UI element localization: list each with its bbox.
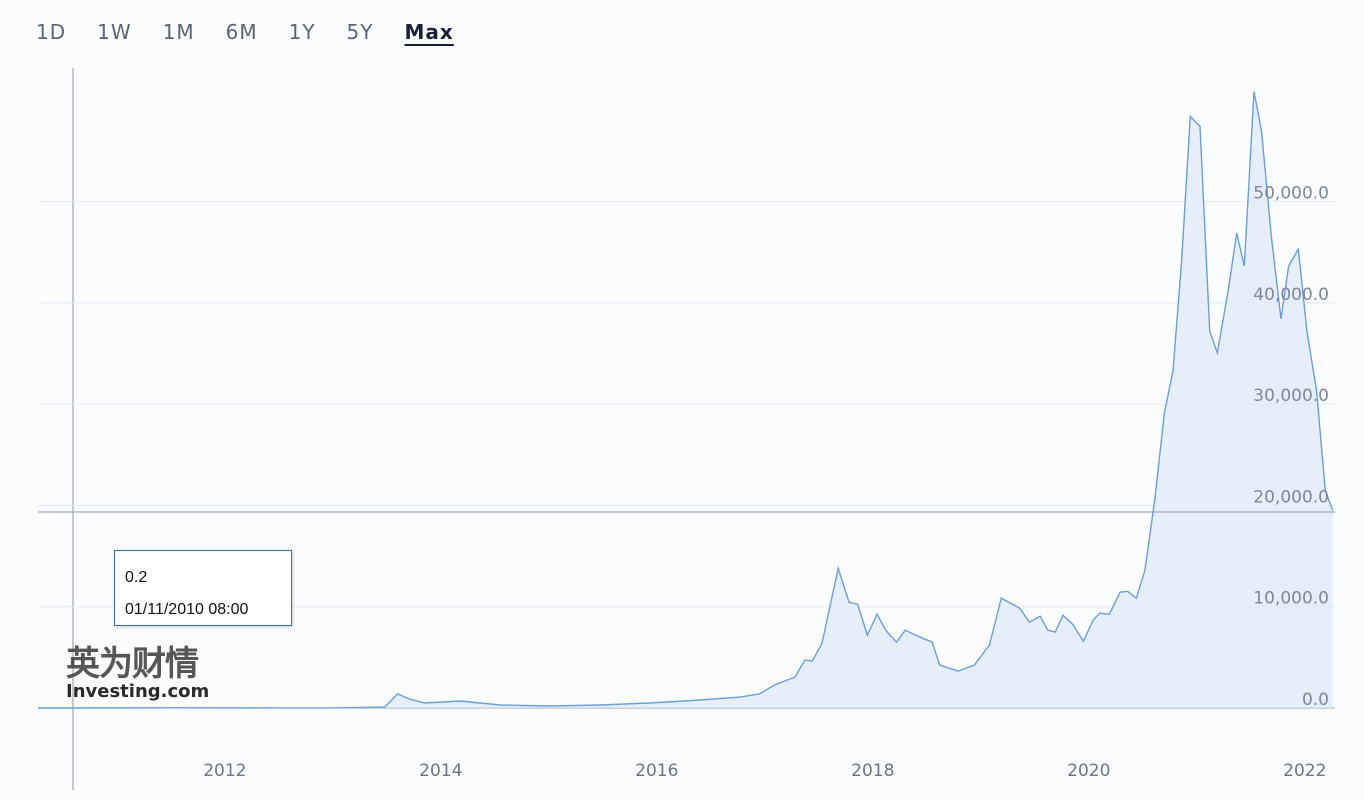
y-tick-label: 0.0 [1302, 690, 1329, 710]
range-selector: 1D 1W 1M 6M 1Y 5Y Max [36, 20, 485, 44]
y-tick-label: 50,000.0 [1253, 184, 1329, 204]
y-tick-label: 40,000.0 [1253, 285, 1329, 305]
range-button[interactable]: 5Y [346, 20, 374, 44]
x-tick-label: 2022 [1283, 761, 1326, 781]
range-button[interactable]: 6M [225, 20, 258, 44]
x-tick-label: 2014 [419, 761, 462, 781]
x-tick-label: 2012 [203, 761, 246, 781]
watermark-cn: 英为财情 [66, 644, 199, 684]
watermark-en: Investing.com [66, 681, 210, 702]
tooltip-value: 0.2 [125, 569, 148, 586]
x-tick-label: 2016 [635, 761, 678, 781]
range-button[interactable]: 1W [97, 20, 132, 44]
y-tick-label: 10,000.0 [1253, 589, 1329, 609]
y-tick-label: 20,000.0 [1253, 487, 1329, 507]
range-button[interactable]: 1Y [288, 20, 316, 44]
range-button[interactable]: Max [404, 20, 454, 44]
area-fill [38, 91, 1333, 709]
x-tick-label: 2020 [1067, 761, 1110, 781]
y-tick-label: 30,000.0 [1253, 386, 1329, 406]
tooltip-date: 01/11/2010 08:00 [125, 601, 249, 618]
x-tick-label: 2018 [851, 761, 894, 781]
watermark: 英为财情 Investing.com [66, 636, 209, 702]
tooltip: 0.2 01/11/2010 08:00 [114, 550, 292, 626]
range-button[interactable]: 1M [162, 20, 195, 44]
range-button[interactable]: 1D [36, 20, 67, 44]
price-line [37, 91, 1334, 709]
